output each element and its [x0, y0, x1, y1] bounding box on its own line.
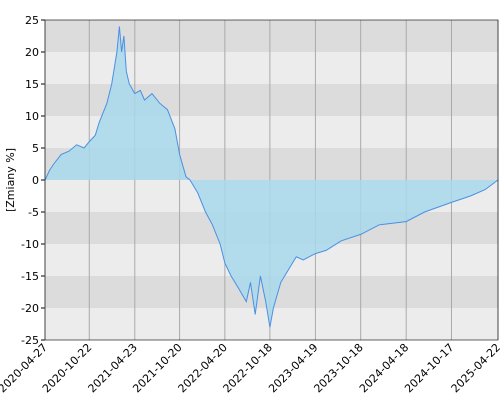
y-tick-label: 25	[25, 14, 39, 27]
plot-border	[44, 19, 499, 341]
y-tick-label: 5	[32, 142, 39, 155]
y-tick-label: -10	[21, 238, 39, 251]
y-tick-label: 10	[25, 110, 39, 123]
y-tick-label: -25	[21, 334, 39, 347]
y-tick-label: 20	[25, 46, 39, 59]
y-axis-label: [Zmiany %]	[4, 148, 17, 212]
line	[44, 26, 499, 328]
y-tick-label: -15	[21, 270, 39, 283]
y-tick-label: -5	[28, 206, 39, 219]
y-tick-label: -20	[21, 302, 39, 315]
y-tick-label: 0	[32, 174, 39, 187]
x-tick-label: 2025-04-22	[449, 341, 500, 395]
grid-band	[45, 20, 498, 52]
y-tick-label: 15	[25, 78, 39, 91]
